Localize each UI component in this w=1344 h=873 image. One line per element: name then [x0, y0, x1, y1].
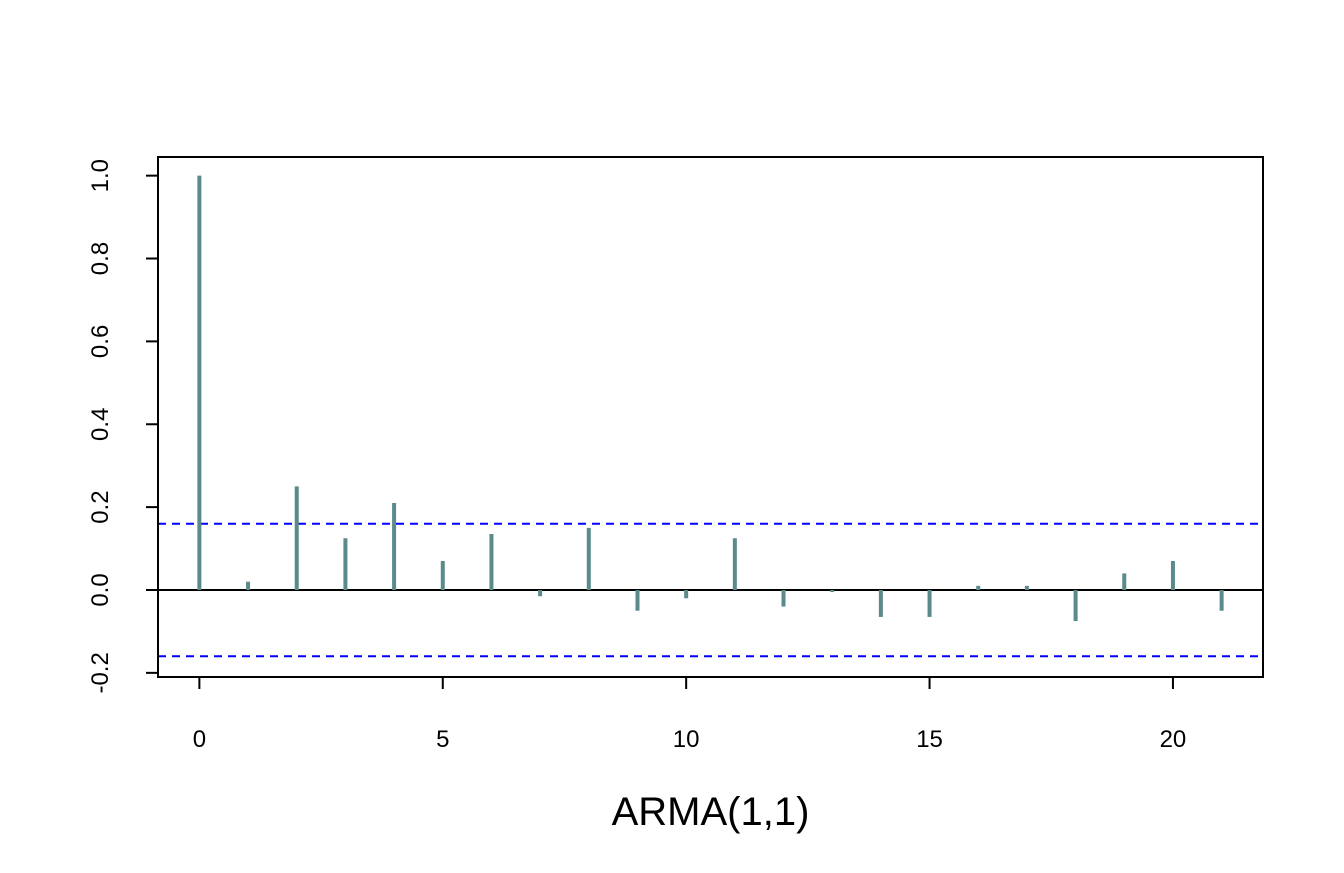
- y-tick-label: 0.0: [87, 573, 114, 606]
- y-tick-label: 0.2: [87, 490, 114, 523]
- x-tick-label: 5: [436, 726, 449, 753]
- x-tick-label: 20: [1160, 726, 1187, 753]
- x-tick-label: 15: [916, 726, 943, 753]
- x-tick-label: 0: [193, 726, 206, 753]
- axis-layer: 0 5 10 15 20 -0.2 0.0 0.2 0.4 0.6 0.8 1.0: [87, 159, 1186, 753]
- y-tick-label: 0.6: [87, 325, 114, 358]
- y-tick-label: 0.8: [87, 242, 114, 275]
- plot-frame: [157, 156, 1264, 678]
- x-axis-title: ARMA(1,1): [612, 790, 810, 834]
- y-tick-label: 1.0: [87, 159, 114, 192]
- y-tick-label: -0.2: [87, 652, 114, 693]
- y-tick-label: 0.4: [87, 408, 114, 441]
- x-tick-label: 10: [673, 726, 700, 753]
- marks-layer: [158, 175, 1263, 658]
